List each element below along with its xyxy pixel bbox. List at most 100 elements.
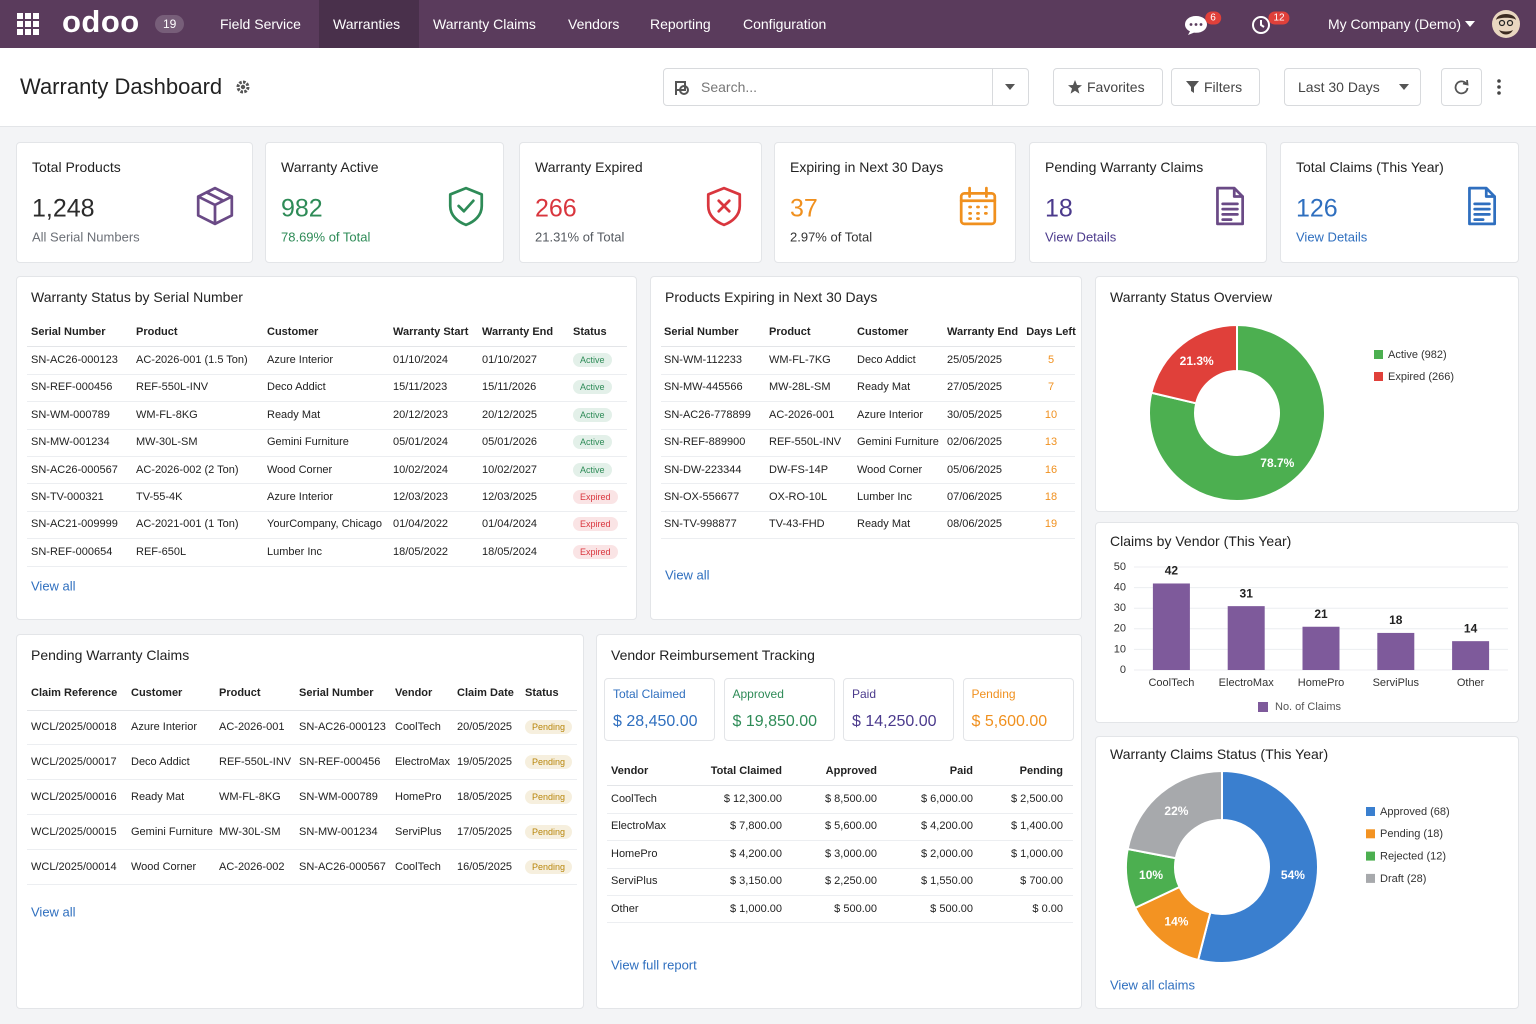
search-box[interactable]	[663, 68, 1029, 106]
view-link[interactable]: View all claims	[1110, 977, 1196, 993]
kpi-note[interactable]: View Details	[1296, 229, 1368, 245]
card-title: Warranty Claims Status (This Year)	[1110, 746, 1329, 762]
table-cell: CoolTech	[395, 860, 441, 873]
menu-item[interactable]: Warranty Claims	[433, 16, 536, 32]
table-cell: 17/05/2025	[457, 825, 513, 838]
column-header: Product	[769, 326, 811, 338]
table-cell: Gemini Furniture	[857, 436, 939, 449]
table-cell: Ready Mat	[131, 790, 185, 803]
more-options[interactable]	[1496, 79, 1502, 95]
claims-status-card: Warranty Claims Status (This Year) View a…	[1095, 736, 1519, 1009]
table-cell: 12/03/2025	[482, 491, 538, 503]
star-icon	[1068, 80, 1082, 94]
table-cell: $ 1,000.00	[730, 902, 782, 915]
table-cell: Azure Interior	[857, 408, 924, 421]
table-cell: 01/04/2022	[393, 518, 449, 531]
table-cell: Lumber Inc	[857, 491, 913, 503]
view-link[interactable]: View all	[31, 904, 76, 920]
search-divider	[992, 69, 993, 105]
table-cell: $ 4,200.00	[921, 820, 973, 833]
view-link[interactable]: View all	[31, 578, 76, 594]
row-divider	[27, 428, 627, 430]
row-divider	[27, 538, 627, 540]
messages-icon[interactable]	[1184, 14, 1208, 36]
table-cell: 25/05/2025	[947, 354, 1003, 366]
apps-icon[interactable]	[17, 13, 39, 35]
table-cell: 16	[1044, 463, 1058, 476]
summary-box	[843, 678, 954, 741]
table-cell: MW-28L-SM	[769, 381, 831, 394]
table-cell: MW-30L-SM	[219, 825, 281, 838]
table-cell: SN-MW-001234	[299, 825, 378, 838]
row-divider	[27, 455, 627, 457]
table-cell: SN-WM-000789	[299, 790, 378, 803]
status-badge: Expired	[573, 544, 618, 559]
kpi-note[interactable]: View Details	[1045, 229, 1117, 245]
header-divider	[27, 709, 577, 711]
table-cell: WCL/2025/00017	[31, 755, 117, 768]
table-cell: 20/05/2025	[457, 721, 513, 733]
column-header: Paid	[949, 765, 973, 777]
column-header: Vendor	[395, 687, 433, 699]
brand-logo[interactable]: odoo	[62, 4, 140, 39]
search-caret[interactable]	[1005, 84, 1015, 90]
table-cell: $ 1,550.00	[921, 875, 973, 888]
search-icon	[675, 81, 689, 95]
menu-item[interactable]: Warranties	[333, 16, 401, 32]
row-divider	[607, 922, 1073, 924]
table-cell: WM-FL-8KG	[219, 790, 281, 803]
kpi-icon	[1468, 186, 1497, 226]
table-cell: 18/05/2022	[393, 545, 449, 558]
table-cell: TV-55-4K	[136, 491, 183, 503]
kpi-value: 1,248	[32, 194, 95, 223]
table-cell: SN-REF-000456	[299, 755, 381, 768]
column-header: Serial Number	[299, 687, 374, 699]
status-badge: Pending	[525, 859, 573, 874]
header-divider	[607, 785, 1073, 787]
menu-item[interactable]: Field Service	[220, 16, 301, 32]
header-divider	[661, 346, 1075, 348]
table-cell: 19	[1044, 518, 1058, 531]
filters-button[interactable]	[1171, 68, 1260, 106]
menu-item[interactable]: Reporting	[650, 16, 711, 32]
table-cell: 30/05/2025	[947, 408, 1003, 421]
top-navbar: odoo 19 Field Service Warranties Warranty Cl…	[0, 0, 1536, 48]
table-cell: 27/05/2025	[947, 381, 1003, 394]
kpi-value: 982	[281, 194, 323, 223]
period-button[interactable]	[1284, 68, 1421, 106]
kpi-value: 266	[535, 194, 577, 223]
table-cell: SN-TV-998877	[664, 518, 737, 531]
activities-icon[interactable]	[1251, 15, 1271, 35]
table-cell: $ 6,000.00	[921, 793, 973, 805]
kpi-title: Total Claims (This Year)	[1296, 159, 1444, 175]
table-cell: $ 2,500.00	[1011, 793, 1063, 805]
kpi-icon	[196, 186, 234, 226]
kpi-title: Expiring in Next 30 Days	[790, 159, 944, 175]
view-link[interactable]: View full report	[611, 957, 697, 973]
table-cell: SN-REF-000456	[31, 381, 113, 394]
table-cell: $ 500.00	[834, 902, 877, 915]
refresh-button[interactable]	[1441, 68, 1482, 106]
row-divider	[27, 744, 577, 746]
user-avatar[interactable]	[1492, 10, 1520, 38]
menu-item[interactable]: Vendors	[568, 16, 620, 32]
active-menu-highlight	[319, 0, 419, 48]
settings-gear[interactable]	[235, 79, 251, 95]
row-divider	[27, 401, 627, 403]
table-cell: Deco Addict	[267, 381, 326, 394]
table-cell: SN-TV-000321	[31, 491, 104, 503]
table-cell: $ 2,250.00	[825, 875, 877, 888]
table-cell: HomePro	[611, 847, 658, 860]
table-cell: SN-AC26-000123	[299, 721, 386, 733]
row-divider	[27, 373, 627, 375]
menu-item[interactable]: Configuration	[743, 16, 827, 32]
company-switcher[interactable]: My Company (Demo)	[1328, 16, 1462, 32]
kpi-value: 126	[1296, 194, 1338, 223]
view-link[interactable]: View all	[665, 567, 710, 583]
table-cell: WCL/2025/00014	[31, 860, 117, 873]
table-cell: REF-650L	[136, 545, 187, 558]
table-cell: WCL/2025/00018	[31, 721, 117, 733]
status-badge: Pending	[525, 720, 573, 734]
table-cell: $ 0.00	[1032, 902, 1063, 915]
